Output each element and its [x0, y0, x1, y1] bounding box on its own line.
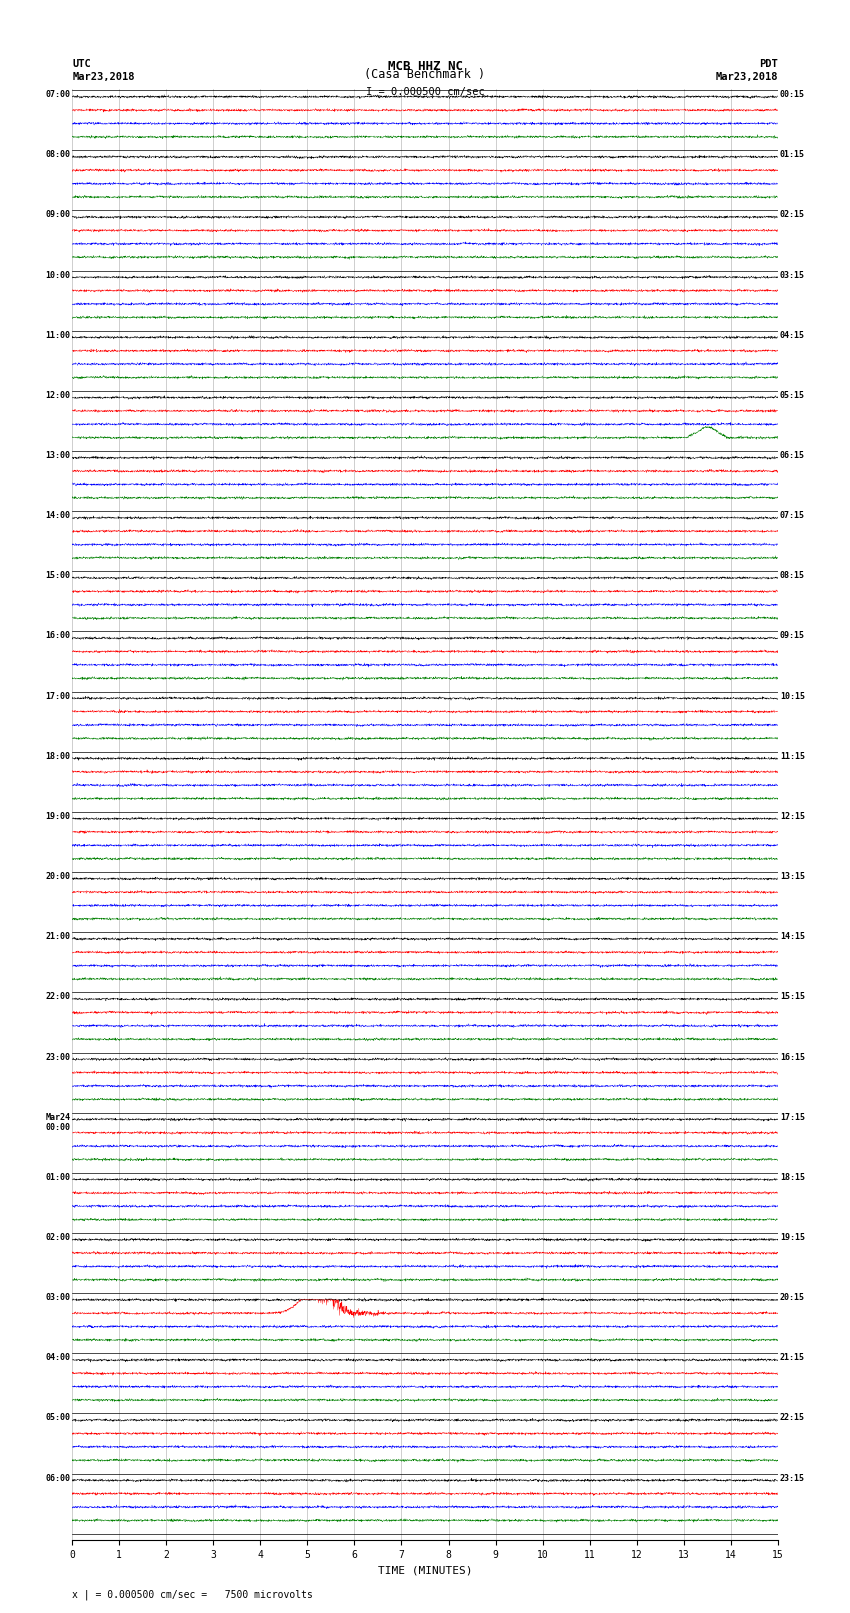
Text: MCB HHZ NC: MCB HHZ NC — [388, 60, 462, 73]
Text: 11:00: 11:00 — [45, 331, 71, 340]
Text: 11:15: 11:15 — [779, 752, 805, 761]
X-axis label: TIME (MINUTES): TIME (MINUTES) — [377, 1566, 473, 1576]
Text: 15:15: 15:15 — [779, 992, 805, 1002]
Text: 01:00: 01:00 — [45, 1173, 71, 1182]
Text: 04:00: 04:00 — [45, 1353, 71, 1363]
Text: 03:15: 03:15 — [779, 271, 805, 279]
Text: 20:15: 20:15 — [779, 1294, 805, 1302]
Text: 15:00: 15:00 — [45, 571, 71, 581]
Text: 18:00: 18:00 — [45, 752, 71, 761]
Text: 20:00: 20:00 — [45, 873, 71, 881]
Text: 02:00: 02:00 — [45, 1232, 71, 1242]
Text: 08:15: 08:15 — [779, 571, 805, 581]
Text: 23:15: 23:15 — [779, 1474, 805, 1482]
Text: 21:15: 21:15 — [779, 1353, 805, 1363]
Text: 19:15: 19:15 — [779, 1232, 805, 1242]
Text: 14:15: 14:15 — [779, 932, 805, 942]
Text: 13:15: 13:15 — [779, 873, 805, 881]
Text: PDT: PDT — [759, 60, 778, 69]
Text: 06:15: 06:15 — [779, 452, 805, 460]
Text: 01:15: 01:15 — [779, 150, 805, 160]
Text: 04:15: 04:15 — [779, 331, 805, 340]
Text: 08:00: 08:00 — [45, 150, 71, 160]
Text: 17:15: 17:15 — [779, 1113, 805, 1121]
Text: 06:00: 06:00 — [45, 1474, 71, 1482]
Text: 00:15: 00:15 — [779, 90, 805, 98]
Text: 13:00: 13:00 — [45, 452, 71, 460]
Text: 23:00: 23:00 — [45, 1053, 71, 1061]
Text: 09:15: 09:15 — [779, 631, 805, 640]
Text: UTC: UTC — [72, 60, 91, 69]
Text: 16:15: 16:15 — [779, 1053, 805, 1061]
Text: 22:15: 22:15 — [779, 1413, 805, 1423]
Text: x | = 0.000500 cm/sec =   7500 microvolts: x | = 0.000500 cm/sec = 7500 microvolts — [72, 1589, 313, 1600]
Text: I = 0.000500 cm/sec: I = 0.000500 cm/sec — [366, 87, 484, 97]
Text: 22:00: 22:00 — [45, 992, 71, 1002]
Text: 07:00: 07:00 — [45, 90, 71, 98]
Text: 10:00: 10:00 — [45, 271, 71, 279]
Text: 05:00: 05:00 — [45, 1413, 71, 1423]
Text: Mar23,2018: Mar23,2018 — [715, 73, 778, 82]
Text: 14:00: 14:00 — [45, 511, 71, 519]
Text: 10:15: 10:15 — [779, 692, 805, 700]
Text: 09:00: 09:00 — [45, 210, 71, 219]
Text: 12:15: 12:15 — [779, 811, 805, 821]
Text: 07:15: 07:15 — [779, 511, 805, 519]
Text: 12:00: 12:00 — [45, 390, 71, 400]
Text: 21:00: 21:00 — [45, 932, 71, 942]
Text: Mar24
00:00: Mar24 00:00 — [45, 1113, 71, 1132]
Text: 02:15: 02:15 — [779, 210, 805, 219]
Text: 18:15: 18:15 — [779, 1173, 805, 1182]
Text: 19:00: 19:00 — [45, 811, 71, 821]
Text: 03:00: 03:00 — [45, 1294, 71, 1302]
Text: Mar23,2018: Mar23,2018 — [72, 73, 135, 82]
Text: 16:00: 16:00 — [45, 631, 71, 640]
Text: (Casa Benchmark ): (Casa Benchmark ) — [365, 68, 485, 81]
Text: 05:15: 05:15 — [779, 390, 805, 400]
Text: 17:00: 17:00 — [45, 692, 71, 700]
